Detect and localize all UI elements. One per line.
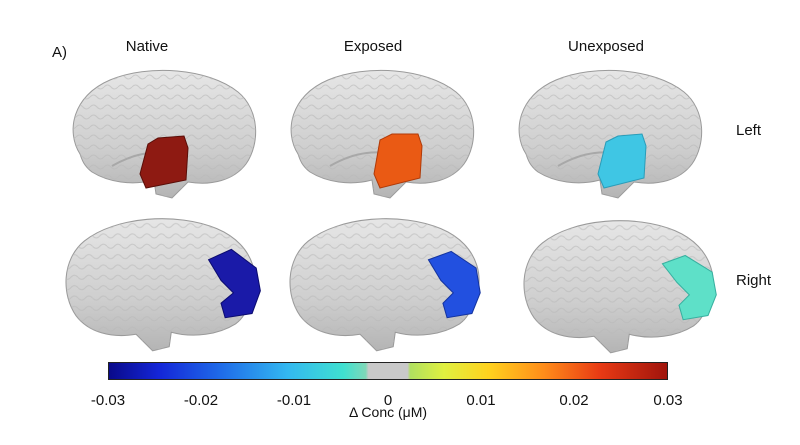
brain-left-unexposed <box>518 69 703 199</box>
panel-label: A) <box>52 44 67 61</box>
column-title-exposed: Exposed <box>343 38 403 55</box>
region-right-native <box>207 248 261 319</box>
colorbar-tick: 0.01 <box>466 392 496 409</box>
colorbar-tick: -0.01 <box>276 392 312 409</box>
region-left-unexposed <box>597 133 647 189</box>
column-title-unexposed: Unexposed <box>568 38 644 55</box>
colorbar-tick: -0.03 <box>90 392 126 409</box>
colorbar-label: Δ Conc (μM) <box>348 404 428 420</box>
brain-left-native <box>72 69 257 199</box>
row-label-left: Left <box>736 122 762 139</box>
colorbar <box>108 362 668 380</box>
colorbar-tick: 0.02 <box>559 392 589 409</box>
region-right-unexposed <box>661 254 717 321</box>
colorbar-tick: 0 <box>383 392 393 409</box>
region-right-exposed <box>427 250 481 319</box>
brain-right-native <box>65 218 261 352</box>
colorbar-tick: 0.03 <box>653 392 683 409</box>
brain-right-exposed <box>289 218 481 352</box>
row-label-right: Right <box>736 272 772 289</box>
colorbar-gradient <box>108 362 668 380</box>
colorbar-tick: -0.02 <box>183 392 219 409</box>
column-title-native: Native <box>125 38 169 55</box>
brain-right-unexposed <box>523 220 717 354</box>
brain-left-exposed <box>290 69 475 199</box>
region-left-exposed <box>373 133 423 189</box>
region-left-native <box>139 135 189 189</box>
